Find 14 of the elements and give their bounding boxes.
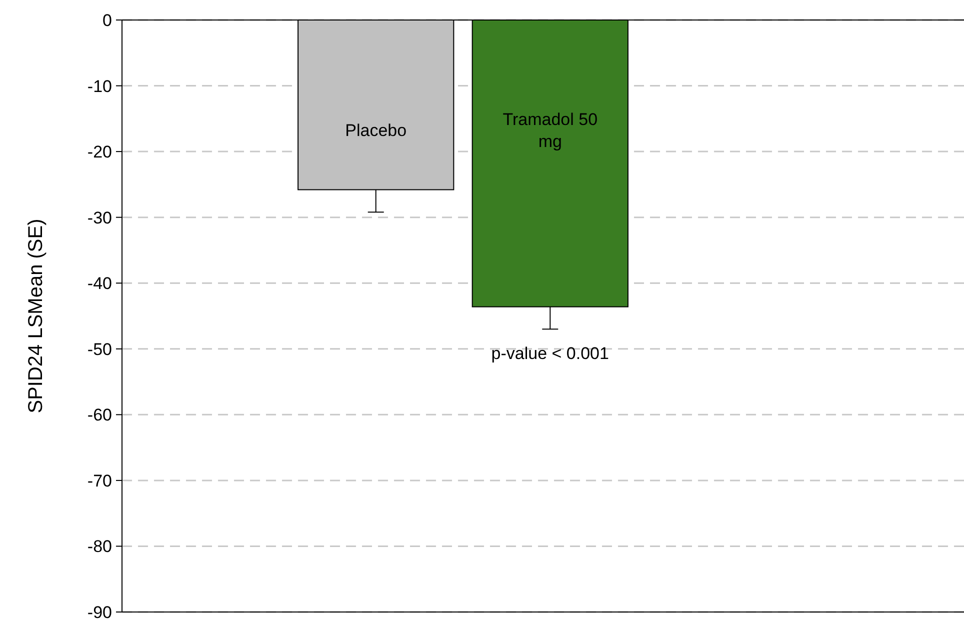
- y-tick-label: -40: [87, 274, 112, 294]
- annotation: p-value < 0.001: [491, 344, 609, 364]
- y-tick-label: -50: [87, 340, 112, 359]
- y-tick-label: -30: [87, 208, 112, 228]
- x-tick-label: Placebo: [345, 121, 407, 140]
- y-tick-label: -60: [87, 406, 112, 425]
- x-tick-label: Tramadol 50 mg: [502, 110, 598, 151]
- y-tick-label: -10: [87, 76, 112, 96]
- y-tick-label: -80: [87, 537, 112, 556]
- y-tick-label: -70: [87, 471, 112, 490]
- y-tick-label: 0: [102, 11, 112, 30]
- y-axis-title: SPID24 LSMean (SE): [25, 218, 47, 414]
- y-tick-label: -20: [87, 142, 112, 162]
- y-tick-label: -90: [87, 603, 112, 622]
